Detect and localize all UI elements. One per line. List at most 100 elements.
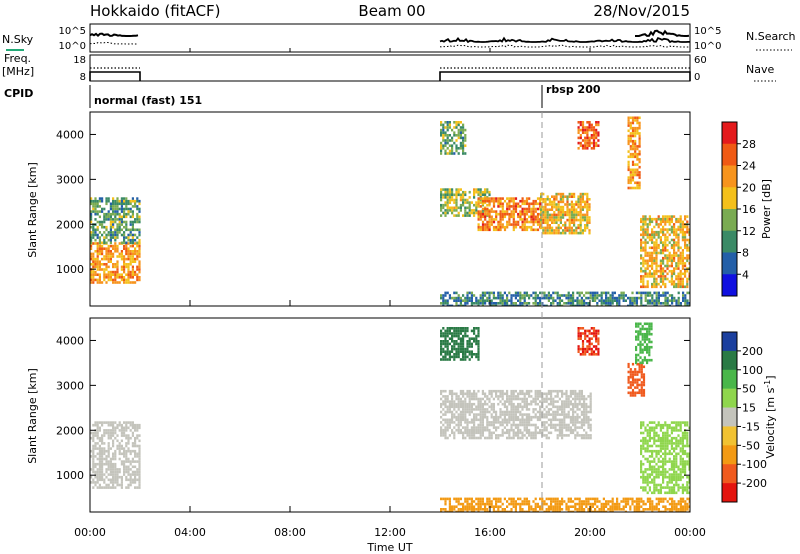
heatmap-cell	[475, 334, 478, 338]
heatmap-cell	[539, 408, 542, 411]
heatmap-cell	[495, 228, 498, 232]
heatmap-cell	[558, 294, 561, 297]
heatmap-cell	[642, 220, 645, 224]
heatmap-cell	[499, 510, 502, 512]
heatmap-cell	[577, 205, 580, 209]
heatmap-cell	[473, 302, 476, 305]
heatmap-cell	[508, 197, 511, 200]
heatmap-cell	[118, 273, 121, 276]
trace-line	[635, 29, 690, 37]
heatmap-cell	[125, 215, 128, 219]
heatmap-cell	[681, 236, 684, 239]
heatmap-cell	[506, 302, 509, 305]
heatmap-cell	[484, 210, 487, 213]
heatmap-cell	[477, 500, 480, 503]
heatmap-cell	[622, 500, 625, 503]
heatmap-cell	[668, 452, 671, 456]
heatmap-cell	[681, 259, 684, 263]
heatmap-cell	[589, 505, 592, 508]
heatmap-cell	[530, 389, 533, 393]
heatmap-cell	[679, 462, 682, 466]
heatmap-cell	[459, 332, 462, 335]
heatmap-cell	[666, 442, 669, 445]
heatmap-cell	[681, 249, 684, 252]
heatmap-cell	[457, 431, 460, 435]
heatmap-cell	[123, 452, 126, 456]
heatmap-cell	[655, 241, 658, 244]
heatmap-cell	[675, 230, 678, 234]
heatmap-cell	[519, 510, 522, 512]
heatmap-cell	[594, 510, 597, 512]
heatmap-cell	[574, 428, 577, 432]
heatmap-cell	[646, 361, 649, 365]
heatmap-cell	[440, 392, 443, 396]
heatmap-cell	[686, 282, 689, 286]
heatmap-cell	[681, 457, 684, 461]
heatmap-cell	[94, 470, 97, 474]
heatmap-cell	[640, 243, 643, 247]
heatmap-cell	[589, 397, 592, 401]
heatmap-cell	[446, 203, 449, 207]
heatmap-cell	[641, 351, 644, 354]
heatmap-cell	[488, 428, 491, 432]
heatmap-cell	[536, 304, 539, 306]
heatmap-cell	[486, 418, 489, 422]
heatmap-cell	[605, 294, 608, 297]
heatmap-cell	[481, 294, 484, 297]
heatmap-cell	[470, 408, 473, 411]
heatmap-cell	[528, 508, 531, 511]
heatmap-cell	[446, 196, 449, 199]
heatmap-cell	[444, 149, 447, 153]
heatmap-cell	[547, 497, 550, 501]
heatmap-cell	[475, 408, 478, 411]
heatmap-cell	[470, 201, 473, 204]
heatmap-cell	[629, 171, 632, 174]
heatmap-cell	[440, 206, 443, 210]
heatmap-cell	[101, 452, 104, 456]
heatmap-cell	[503, 210, 507, 213]
heatmap-cell	[131, 225, 134, 229]
heatmap-cell	[578, 408, 581, 411]
heatmap-cell	[510, 397, 513, 401]
heatmap-cell	[547, 510, 550, 512]
heatmap-cell	[499, 296, 502, 300]
heatmap-cell	[523, 434, 526, 437]
heatmap-cell	[134, 250, 137, 253]
heatmap-cell	[488, 434, 491, 437]
heatmap-cell	[648, 238, 651, 242]
heatmap-cell	[468, 502, 471, 506]
heatmap-cell	[488, 500, 491, 503]
heatmap-cell	[675, 302, 678, 305]
heatmap-cell	[490, 405, 493, 409]
heatmap-cell	[523, 294, 526, 297]
heatmap-cell	[525, 197, 529, 200]
heatmap-cell	[459, 415, 462, 419]
heatmap-cell	[679, 426, 682, 430]
heatmap-cell	[616, 296, 619, 300]
heatmap-cell	[634, 378, 637, 382]
heatmap-cell	[590, 134, 593, 137]
heatmap-cell	[468, 402, 471, 406]
heatmap-cell	[677, 478, 680, 482]
heatmap-cell	[112, 202, 115, 206]
heatmap-cell	[547, 423, 550, 427]
heatmap-cell	[651, 294, 654, 297]
heatmap-cell	[653, 302, 656, 305]
heatmap-cell	[620, 508, 623, 511]
heatmap-cell	[631, 147, 635, 151]
heatmap-cell	[451, 508, 454, 511]
heatmap-cell	[519, 418, 522, 422]
heatmap-cell	[131, 460, 134, 463]
heatmap-cell	[473, 196, 476, 199]
heatmap-cell	[677, 275, 680, 278]
heatmap-cell	[638, 370, 641, 374]
heatmap-cell	[519, 212, 522, 216]
heatmap-cell	[542, 198, 545, 201]
heatmap-cell	[477, 353, 480, 356]
heatmap-cell	[103, 276, 106, 279]
heatmap-cell	[553, 205, 556, 209]
heatmap-cell	[673, 442, 676, 445]
heatmap-cell	[92, 481, 95, 484]
heatmap-cell	[633, 500, 636, 503]
